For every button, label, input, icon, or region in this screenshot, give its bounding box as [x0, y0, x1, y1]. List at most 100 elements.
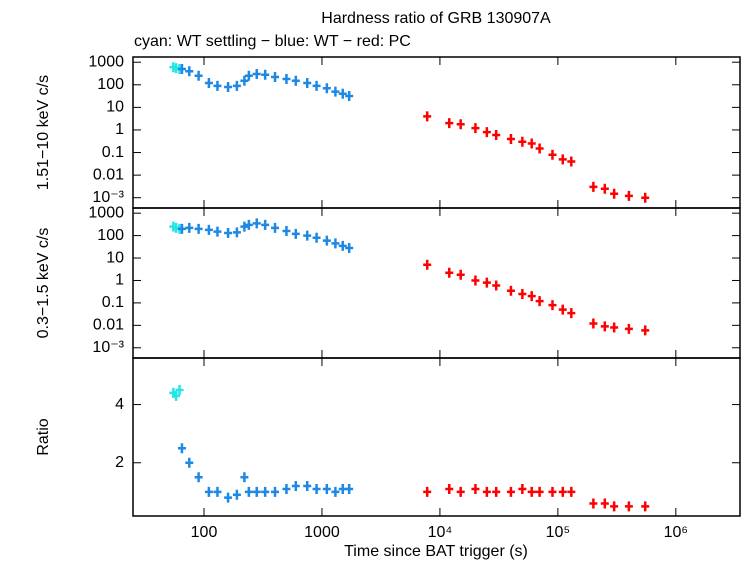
data-point: [282, 226, 291, 237]
data-point: [303, 230, 312, 241]
data-point: [261, 486, 270, 497]
data-point: [589, 181, 598, 192]
data-point: [527, 291, 536, 302]
y-tick-label: 100: [97, 227, 124, 244]
data-point: [423, 111, 432, 122]
data-point: [548, 149, 557, 160]
data-point: [482, 486, 491, 497]
data-point: [282, 483, 291, 494]
data-point: [641, 192, 650, 203]
data-point: [445, 267, 454, 278]
y-tick-label: 10: [106, 249, 124, 266]
data-point: [213, 226, 222, 237]
data-point: [244, 486, 253, 497]
data-point: [641, 325, 650, 336]
y-tick-label: 0.1: [102, 294, 124, 311]
data-point: [312, 80, 321, 91]
x-axis-label: Time since BAT trigger (s): [344, 543, 528, 560]
data-point: [482, 277, 491, 288]
y-tick-label: 0.1: [102, 144, 124, 161]
data-point: [224, 228, 233, 239]
data-point: [177, 223, 186, 234]
data-point: [482, 127, 491, 138]
data-point: [232, 227, 241, 238]
data-point: [518, 288, 527, 299]
data-point: [252, 218, 261, 229]
y-tick-label: 1: [115, 272, 124, 289]
data-point: [185, 66, 194, 77]
data-point: [548, 486, 557, 497]
data-point: [471, 123, 480, 134]
data-point: [338, 88, 347, 99]
plot-frame: [132, 56, 741, 209]
data-point: [471, 483, 480, 494]
data-point: [194, 472, 203, 483]
data-point: [194, 70, 203, 81]
data-point: [244, 219, 253, 230]
data-point: [548, 300, 557, 311]
x-tick-label: 1000: [304, 524, 340, 541]
data-point: [252, 486, 261, 497]
data-point: [506, 285, 515, 296]
data-point: [589, 498, 598, 509]
y-tick-label: 10⁻³: [92, 189, 124, 206]
data-point: [527, 486, 536, 497]
data-point: [331, 86, 340, 97]
data-point: [558, 486, 567, 497]
data-point: [558, 304, 567, 315]
data-point: [303, 77, 312, 88]
y-tick-label: 1: [115, 121, 124, 138]
data-point: [291, 481, 300, 492]
data-point: [291, 228, 300, 239]
data-point: [322, 83, 331, 94]
data-point: [600, 321, 609, 332]
data-point: [244, 70, 253, 81]
data-point: [213, 486, 222, 497]
data-point: [624, 323, 633, 334]
data-point: [535, 486, 544, 497]
data-point: [624, 190, 633, 201]
y-tick-label: 0.01: [93, 317, 124, 334]
data-point: [423, 259, 432, 270]
data-point: [624, 501, 633, 512]
data-point: [558, 154, 567, 165]
data-point: [232, 489, 241, 500]
data-point: [456, 486, 465, 497]
plot-frame: [132, 357, 741, 517]
data-point: [322, 483, 331, 494]
data-point: [535, 143, 544, 154]
data-point: [224, 492, 233, 503]
data-point: [322, 235, 331, 246]
data-point: [567, 308, 576, 319]
data-point: [338, 240, 347, 251]
y-tick-label: 10: [106, 99, 124, 116]
data-point: [204, 486, 213, 497]
data-point: [567, 486, 576, 497]
data-point: [492, 280, 501, 291]
data-point: [177, 64, 186, 75]
plot-frame: [132, 207, 741, 359]
x-tick-label: 10⁶: [664, 524, 688, 541]
data-point: [177, 443, 186, 454]
data-point: [506, 133, 515, 144]
data-point: [492, 129, 501, 140]
x-tick-label: 10⁴: [428, 524, 453, 541]
data-point: [610, 501, 619, 512]
data-point: [175, 385, 184, 396]
data-point: [185, 222, 194, 233]
data-point: [271, 72, 280, 83]
data-point: [345, 90, 354, 101]
data-point: [567, 156, 576, 167]
data-point: [312, 232, 321, 243]
data-point: [271, 486, 280, 497]
y-tick-label: 4: [115, 396, 124, 413]
data-point: [345, 243, 354, 254]
data-point: [261, 69, 270, 80]
data-point: [252, 69, 261, 80]
data-point: [423, 486, 432, 497]
data-point: [589, 318, 598, 329]
data-point: [213, 80, 222, 91]
data-point: [518, 136, 527, 147]
data-point: [312, 483, 321, 494]
